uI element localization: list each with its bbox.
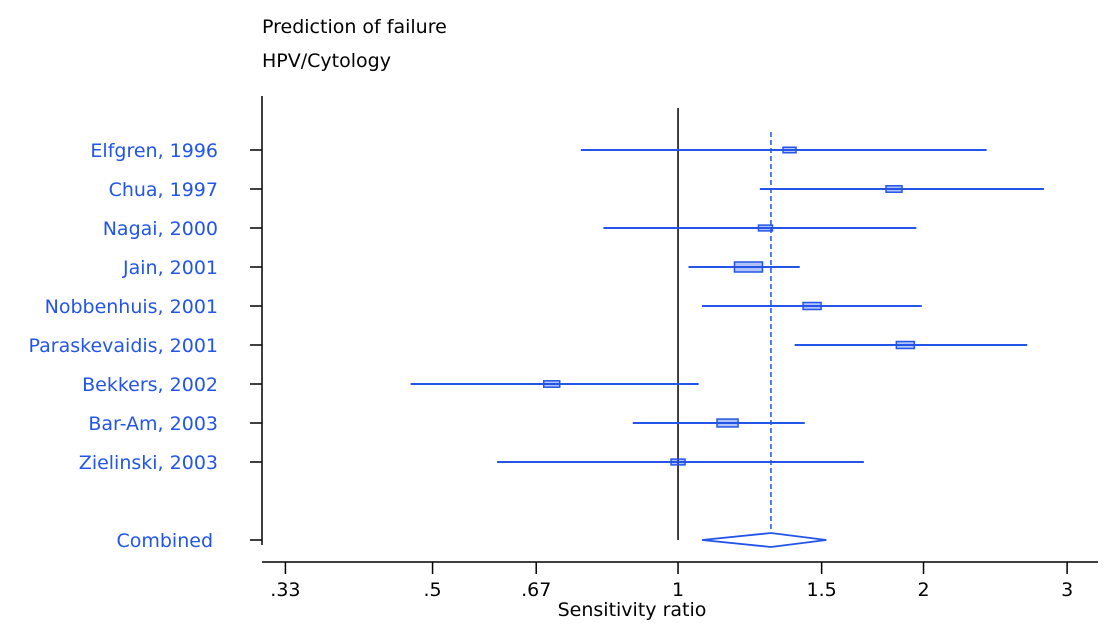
study-label: Paraskevaidis, 2001 (29, 335, 218, 357)
x-tick-label: 1 (672, 579, 684, 601)
study-row: Nagai, 2000 (103, 218, 917, 240)
x-tick-label: .5 (423, 579, 441, 601)
study-row: Bekkers, 2002 (82, 374, 699, 396)
study-label: Bar-Am, 2003 (88, 413, 218, 435)
chart-subtitle: HPV/Cytology (262, 50, 391, 72)
study-label: Jain, 2001 (122, 257, 218, 279)
x-tick-label: 1.5 (807, 579, 837, 601)
study-row: Bar-Am, 2003 (88, 413, 805, 435)
combined-row: Combined (116, 530, 827, 552)
x-tick-label: .33 (270, 579, 300, 601)
study-rows: Elfgren, 1996 Chua, 1997 Nagai, 2000 Jain, … (29, 140, 1044, 552)
study-row: Jain, 2001 (122, 257, 800, 279)
combined-label: Combined (116, 530, 213, 552)
x-axis-label: Sensitivity ratio (558, 599, 707, 621)
reference-lines (677, 108, 772, 540)
x-tick-label: 3 (1061, 579, 1073, 601)
combined-diamond (701, 532, 827, 548)
x-axis-ticks: .33 .5 .67 1 1.5 2 3 (270, 562, 1073, 601)
study-label: Elfgren, 1996 (90, 140, 218, 162)
study-row: Zielinski, 2003 (79, 452, 864, 474)
x-tick-label: .67 (521, 579, 551, 601)
point-estimate-box (733, 261, 764, 273)
study-row: Paraskevaidis, 2001 (29, 335, 1028, 357)
study-row: Elfgren, 1996 (90, 140, 987, 162)
study-label: Nagai, 2000 (103, 218, 218, 240)
x-tick-label: 2 (917, 579, 929, 601)
study-label: Zielinski, 2003 (79, 452, 218, 474)
study-row: Chua, 1997 (109, 179, 1044, 201)
chart-title: Prediction of failure (262, 16, 447, 38)
study-row: Nobbenhuis, 2001 (45, 296, 922, 318)
study-label: Nobbenhuis, 2001 (45, 296, 218, 318)
study-label: Bekkers, 2002 (82, 374, 218, 396)
study-label: Chua, 1997 (109, 179, 218, 201)
